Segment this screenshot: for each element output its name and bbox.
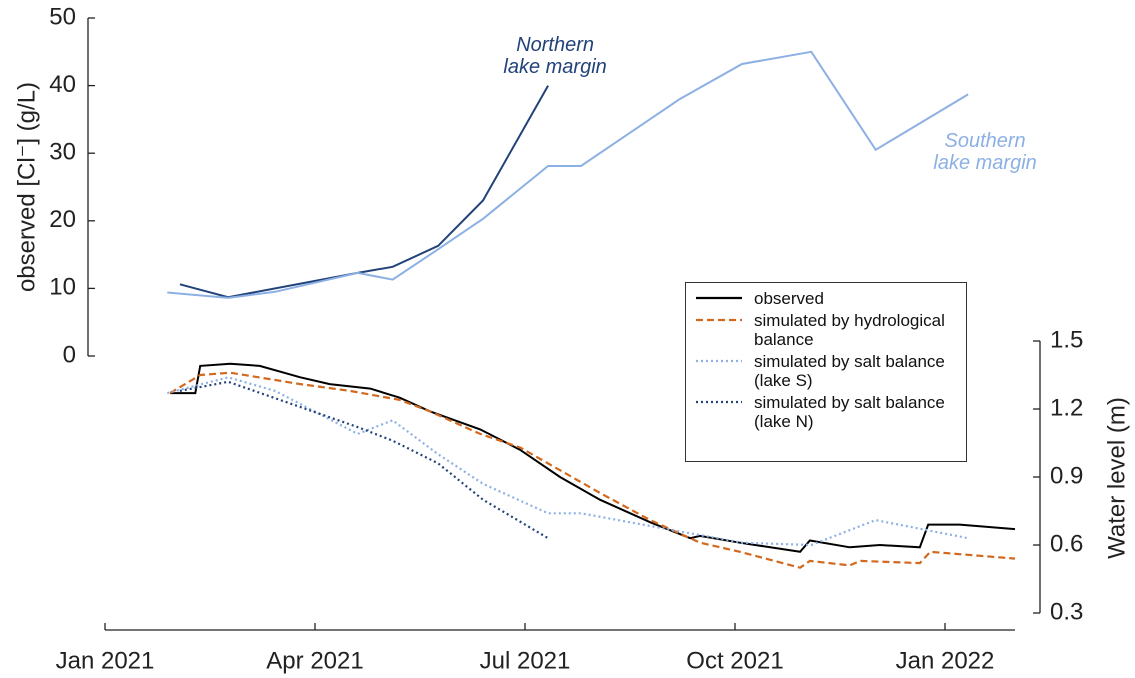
series-annotation: Southern lake margin bbox=[933, 130, 1037, 175]
legend-label: simulated by hydrological balance bbox=[754, 311, 945, 349]
x-tick-label: Jul 2021 bbox=[480, 647, 571, 674]
legend-label: simulated by salt balance (lake S) bbox=[754, 352, 945, 390]
y-tick-label: 10 bbox=[49, 274, 76, 301]
legend-item: simulated by hydrological balance bbox=[694, 311, 958, 349]
legend-item: observed bbox=[694, 289, 958, 308]
x-tick-label: Jan 2021 bbox=[56, 647, 155, 674]
y2-tick-label: 0.6 bbox=[1050, 530, 1083, 557]
x-tick-label: Apr 2021 bbox=[266, 647, 363, 674]
y-tick-label: 40 bbox=[49, 71, 76, 98]
legend-label: observed bbox=[754, 289, 824, 308]
y-tick-label: 50 bbox=[49, 3, 76, 30]
y2-tick-label: 0.9 bbox=[1050, 462, 1083, 489]
legend-swatch bbox=[696, 296, 742, 300]
legend-item: simulated by salt balance (lake S) bbox=[694, 352, 958, 390]
series-annotation: Northern lake margin bbox=[503, 33, 607, 78]
legend-item: simulated by salt balance (lake N) bbox=[694, 393, 958, 431]
y-tick-label: 0 bbox=[63, 341, 76, 368]
y2-axis-label: Water level (m) bbox=[1103, 397, 1130, 559]
series-line bbox=[170, 362, 1016, 553]
x-tick-label: Jan 2022 bbox=[896, 647, 995, 674]
y-axis-label: observed [Cl⁻] (g/L) bbox=[13, 82, 40, 292]
series-line bbox=[179, 380, 549, 540]
legend-swatch bbox=[696, 400, 742, 404]
x-tick-label: Oct 2021 bbox=[686, 647, 783, 674]
y2-tick-label: 1.2 bbox=[1050, 394, 1083, 421]
y-tick-label: 30 bbox=[49, 139, 76, 166]
legend-swatch bbox=[696, 318, 742, 322]
series-line bbox=[179, 85, 549, 299]
y2-tick-label: 0.3 bbox=[1050, 598, 1083, 625]
series-line bbox=[167, 50, 969, 299]
y2-tick-label: 1.5 bbox=[1050, 326, 1083, 353]
legend-swatch bbox=[696, 359, 742, 363]
legend: observed simulated by hydrological balanc… bbox=[685, 282, 967, 462]
legend-label: simulated by salt balance (lake N) bbox=[754, 393, 945, 431]
y-tick-label: 20 bbox=[49, 206, 76, 233]
